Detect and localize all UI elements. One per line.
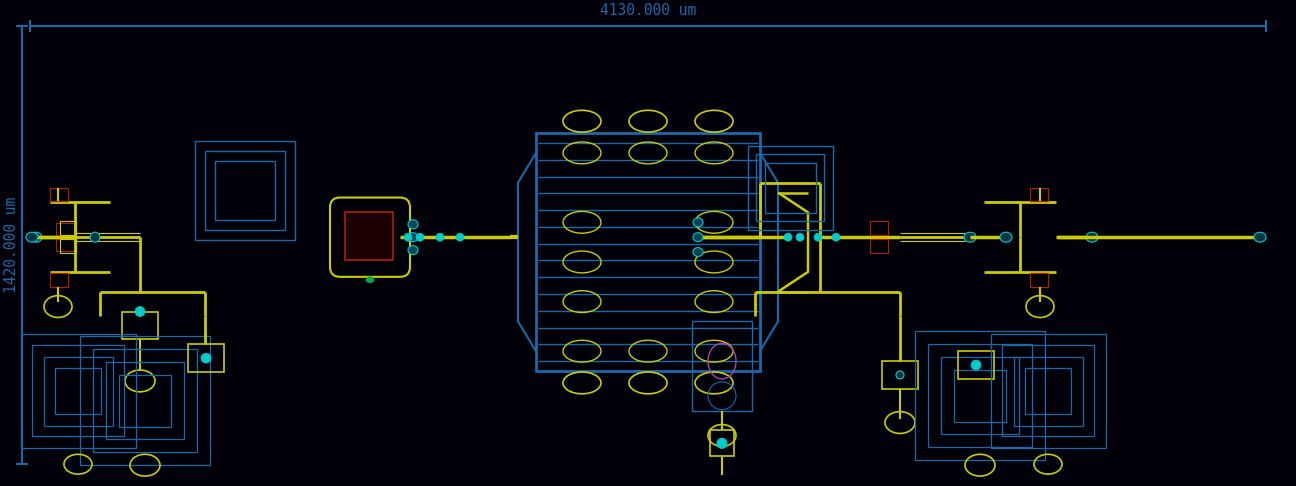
Bar	[1013, 357, 1083, 426]
Bar	[928, 344, 1032, 447]
Bar	[60, 221, 76, 235]
Ellipse shape	[964, 232, 976, 242]
Bar	[44, 357, 113, 426]
Bar	[21, 334, 136, 448]
Ellipse shape	[408, 245, 419, 255]
Ellipse shape	[456, 233, 464, 241]
Bar	[1002, 345, 1094, 436]
Ellipse shape	[26, 232, 38, 242]
Bar	[56, 223, 74, 235]
Ellipse shape	[408, 233, 419, 242]
Ellipse shape	[30, 232, 41, 242]
Bar	[32, 345, 124, 436]
Bar	[958, 351, 994, 379]
Ellipse shape	[693, 233, 702, 242]
Ellipse shape	[404, 233, 412, 241]
Ellipse shape	[1001, 232, 1012, 242]
Bar	[215, 161, 275, 220]
Bar	[205, 151, 285, 230]
Bar	[345, 212, 393, 260]
Bar	[748, 146, 833, 230]
Ellipse shape	[784, 233, 792, 241]
Bar	[991, 334, 1105, 448]
Ellipse shape	[693, 218, 702, 227]
Bar	[883, 361, 918, 389]
Text: 4130.000 um: 4130.000 um	[600, 3, 696, 18]
Bar	[194, 141, 295, 240]
Ellipse shape	[435, 233, 445, 241]
Bar	[692, 321, 752, 411]
Text: 1420.000 um: 1420.000 um	[4, 197, 19, 293]
Bar	[756, 154, 824, 221]
Ellipse shape	[416, 233, 424, 241]
Ellipse shape	[1086, 232, 1098, 242]
Bar	[51, 273, 67, 287]
Bar	[56, 239, 74, 251]
Ellipse shape	[135, 307, 145, 316]
Ellipse shape	[832, 233, 840, 241]
Bar	[941, 357, 1019, 434]
Bar	[870, 239, 888, 253]
Ellipse shape	[814, 233, 822, 241]
Bar	[870, 221, 888, 235]
Bar	[710, 431, 734, 456]
Bar	[106, 362, 184, 439]
Ellipse shape	[408, 220, 419, 229]
Bar	[954, 370, 1006, 421]
Bar	[51, 188, 67, 202]
Ellipse shape	[896, 371, 905, 379]
Bar	[54, 368, 101, 414]
Ellipse shape	[201, 353, 211, 363]
Ellipse shape	[1255, 232, 1266, 242]
Bar	[119, 375, 171, 427]
Ellipse shape	[796, 233, 804, 241]
Ellipse shape	[693, 247, 702, 257]
Ellipse shape	[971, 360, 981, 370]
Bar	[80, 336, 210, 465]
Ellipse shape	[365, 277, 375, 283]
Bar	[93, 349, 197, 452]
Bar	[915, 331, 1045, 460]
Bar	[1030, 273, 1048, 287]
Bar	[1025, 368, 1070, 414]
Bar	[188, 344, 224, 372]
Bar	[60, 239, 76, 253]
Bar	[1030, 188, 1048, 202]
Ellipse shape	[717, 438, 727, 448]
Bar	[765, 163, 816, 213]
Bar	[537, 133, 759, 371]
Ellipse shape	[89, 232, 100, 242]
Bar	[122, 312, 158, 339]
